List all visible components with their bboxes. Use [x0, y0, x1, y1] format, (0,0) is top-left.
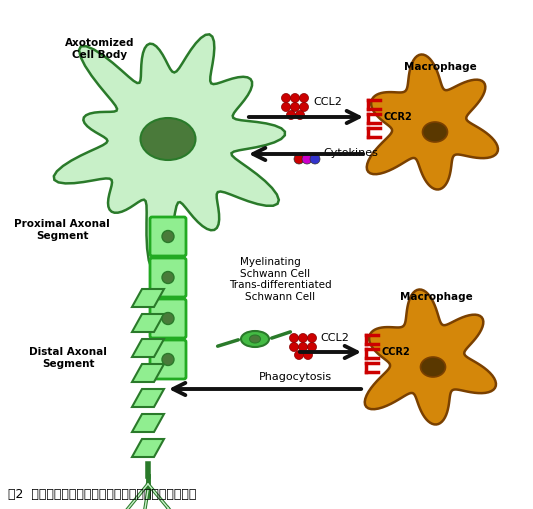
Circle shape [281, 103, 290, 112]
Circle shape [162, 231, 174, 243]
Polygon shape [132, 290, 164, 307]
Ellipse shape [421, 357, 446, 377]
FancyBboxPatch shape [150, 341, 186, 379]
Circle shape [300, 103, 309, 112]
Text: Phagocytosis: Phagocytosis [259, 371, 332, 381]
Circle shape [310, 155, 320, 165]
FancyBboxPatch shape [150, 299, 186, 338]
Circle shape [295, 111, 304, 120]
Polygon shape [132, 340, 164, 357]
Text: Trans-differentiated
Schwann Cell: Trans-differentiated Schwann Cell [229, 280, 332, 301]
Polygon shape [367, 55, 498, 190]
Circle shape [300, 94, 309, 103]
Circle shape [298, 334, 308, 343]
Text: CCR2: CCR2 [382, 346, 411, 356]
Circle shape [303, 351, 312, 360]
Text: CCR2: CCR2 [384, 112, 413, 122]
Circle shape [302, 155, 312, 165]
Ellipse shape [423, 123, 448, 143]
Circle shape [289, 343, 298, 352]
Text: 图2  周围神经轴突切断或挝压后神经元的示意图。图中: 图2 周围神经轴突切断或挝压后神经元的示意图。图中 [8, 488, 196, 500]
Text: Distal Axonal
Segment: Distal Axonal Segment [29, 347, 107, 368]
Polygon shape [54, 35, 285, 272]
Circle shape [287, 111, 295, 120]
Polygon shape [365, 290, 496, 425]
FancyArrowPatch shape [272, 332, 290, 338]
FancyBboxPatch shape [150, 217, 186, 257]
Ellipse shape [249, 335, 261, 344]
Polygon shape [132, 315, 164, 332]
Polygon shape [132, 389, 164, 407]
FancyBboxPatch shape [150, 259, 186, 297]
Circle shape [289, 334, 298, 343]
Circle shape [162, 354, 174, 366]
Circle shape [290, 103, 300, 112]
Polygon shape [132, 439, 164, 457]
Circle shape [162, 313, 174, 325]
Circle shape [308, 343, 317, 352]
Text: CCL2: CCL2 [320, 332, 349, 343]
Text: Myelinating
Schwann Cell: Myelinating Schwann Cell [240, 257, 310, 278]
Text: Cytokines: Cytokines [323, 148, 378, 158]
Polygon shape [132, 364, 164, 382]
Ellipse shape [141, 119, 196, 161]
FancyArrowPatch shape [217, 340, 238, 347]
Circle shape [290, 94, 300, 103]
Text: CCL2: CCL2 [313, 97, 342, 107]
Polygon shape [132, 414, 164, 432]
Circle shape [294, 155, 304, 165]
Text: Macrophage: Macrophage [403, 62, 477, 72]
Circle shape [162, 272, 174, 284]
Circle shape [308, 334, 317, 343]
Text: Macrophage: Macrophage [400, 292, 472, 301]
Text: Proximal Axonal
Segment: Proximal Axonal Segment [14, 219, 110, 240]
Ellipse shape [241, 331, 269, 347]
Circle shape [295, 351, 303, 360]
Circle shape [281, 94, 290, 103]
Text: Axotomized
Cell Body: Axotomized Cell Body [65, 38, 135, 60]
Circle shape [298, 343, 308, 352]
